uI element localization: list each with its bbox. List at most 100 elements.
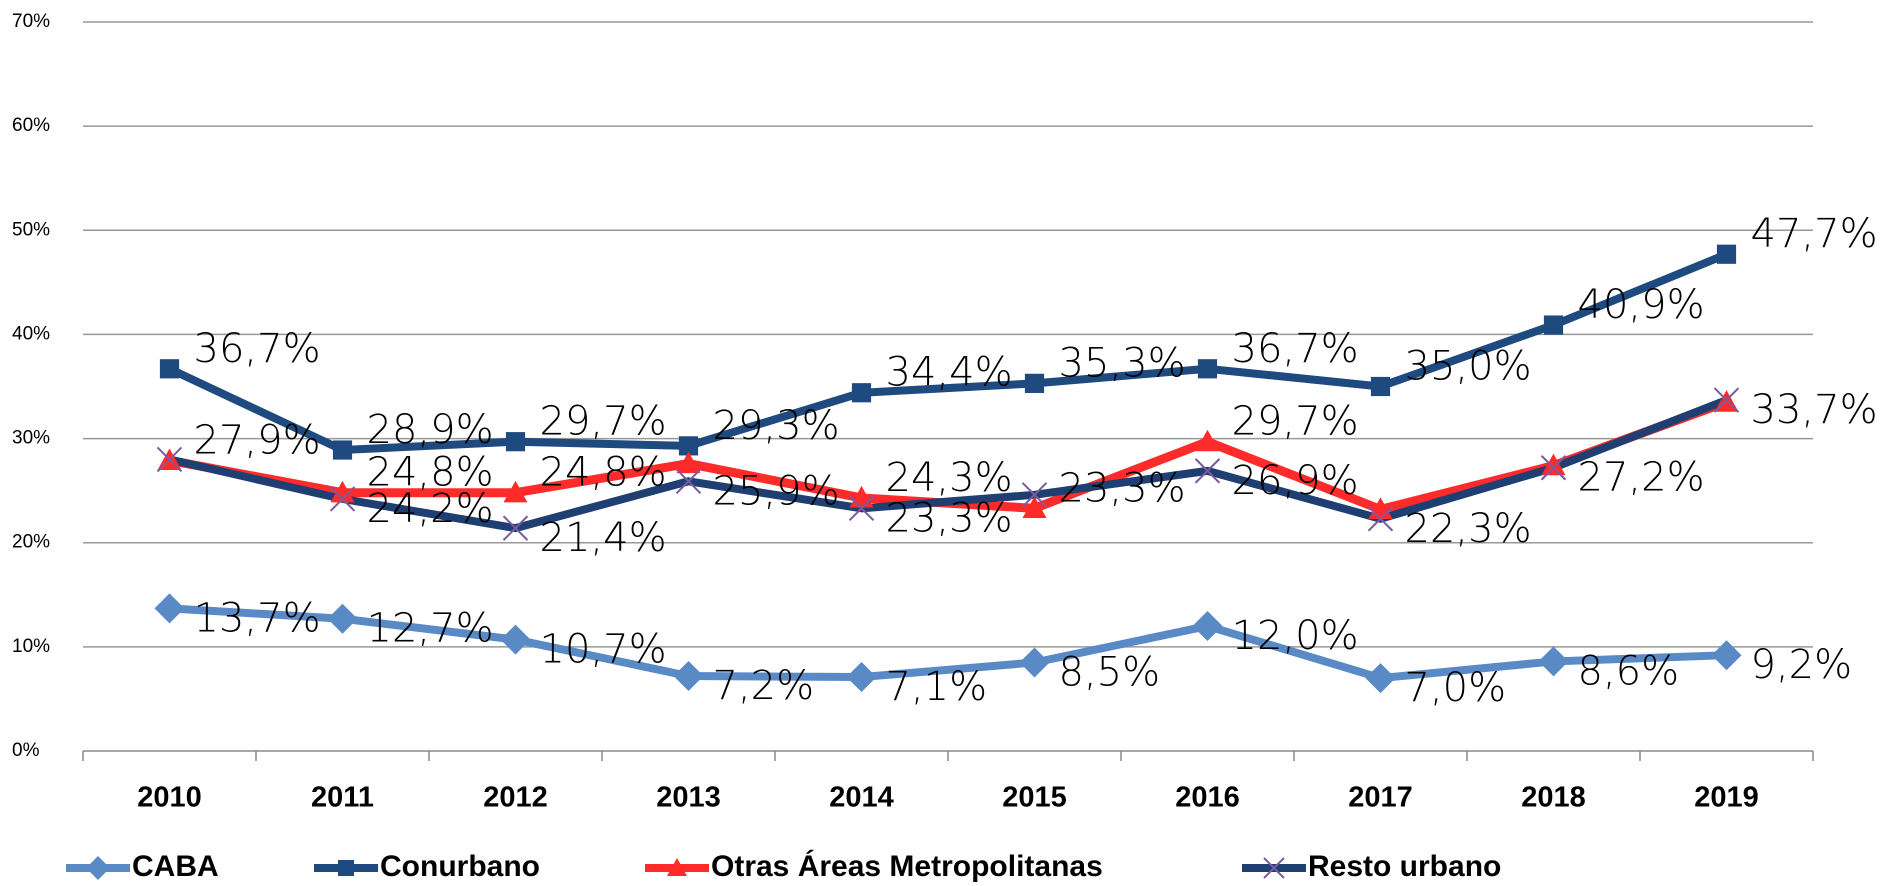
x-tick-label: 2013 bbox=[656, 782, 721, 814]
marker-x bbox=[1540, 455, 1567, 481]
marker-square bbox=[1370, 376, 1391, 397]
marker-x bbox=[848, 495, 875, 522]
marker-diamond bbox=[1365, 663, 1396, 694]
y-tick-label: 20% bbox=[12, 532, 50, 553]
marker-diamond bbox=[1192, 611, 1223, 642]
legend-label: CABA bbox=[132, 850, 219, 883]
data-label: 24,8% bbox=[540, 450, 667, 496]
y-tick-label: 50% bbox=[12, 219, 50, 240]
marker-triangle bbox=[676, 451, 701, 474]
legend-label: Otras Áreas Metropolitanas bbox=[711, 849, 1103, 883]
marker-triangle bbox=[1195, 429, 1220, 452]
marker-square bbox=[851, 383, 872, 403]
data-label: 10,7% bbox=[540, 627, 667, 673]
marker-diamond bbox=[1538, 646, 1569, 677]
marker-x bbox=[1367, 506, 1394, 532]
x-tick-label: 2011 bbox=[311, 782, 374, 814]
data-label: 27,9% bbox=[194, 417, 321, 463]
marker-diamond bbox=[673, 661, 704, 692]
data-label: 9,2% bbox=[1751, 642, 1853, 688]
data-label: 47,7% bbox=[1751, 211, 1878, 257]
x-tick-label: 2015 bbox=[1002, 782, 1067, 814]
data-label: 27,2% bbox=[1578, 455, 1705, 501]
x-tick-label: 2010 bbox=[137, 782, 202, 814]
data-label: 7,2% bbox=[713, 663, 815, 709]
marker-x bbox=[1194, 458, 1221, 484]
x-tick-label: 2012 bbox=[483, 782, 548, 814]
x-tick-label: 2018 bbox=[1521, 782, 1586, 814]
marker-diamond bbox=[1019, 647, 1050, 678]
series-line bbox=[167, 250, 1729, 455]
data-label: 34,4% bbox=[886, 350, 1013, 396]
data-label: 35,0% bbox=[1405, 344, 1532, 390]
data-label: 12,7% bbox=[367, 606, 494, 652]
y-tick-label: 0% bbox=[12, 740, 40, 761]
marker-square bbox=[338, 860, 354, 876]
data-label: 23,3% bbox=[1059, 465, 1186, 511]
data-label: 40,9% bbox=[1578, 282, 1705, 328]
data-label: 7,1% bbox=[886, 664, 988, 710]
marker-triangle bbox=[330, 480, 355, 503]
data-label: 8,6% bbox=[1578, 648, 1680, 694]
marker-x bbox=[675, 468, 702, 494]
marker-x bbox=[1713, 387, 1740, 413]
marker-x bbox=[156, 446, 183, 473]
data-label: 29,7% bbox=[540, 399, 667, 445]
marker-diamond bbox=[846, 662, 877, 693]
data-label: 28,9% bbox=[367, 407, 494, 453]
legend-label: Resto urbano bbox=[1308, 850, 1501, 883]
y-tick-label: 10% bbox=[12, 636, 50, 657]
marker-triangle bbox=[1022, 496, 1047, 518]
marker-diamond bbox=[500, 624, 531, 655]
data-label: 8,5% bbox=[1059, 649, 1161, 695]
data-label: 33,7% bbox=[1751, 387, 1878, 433]
y-tick-label: 60% bbox=[12, 115, 50, 136]
marker-square bbox=[1197, 359, 1218, 379]
data-label: 24,3% bbox=[886, 455, 1013, 501]
marker-triangle bbox=[1541, 453, 1566, 476]
data-label: 24,2% bbox=[367, 486, 494, 532]
marker-square bbox=[332, 440, 353, 460]
data-label: 22,3% bbox=[1405, 506, 1532, 552]
legend-label: Conurbano bbox=[380, 850, 540, 883]
data-label: 23,3% bbox=[886, 495, 1013, 541]
data-label: 26,9% bbox=[1232, 458, 1359, 504]
data-label: 29,7% bbox=[1232, 399, 1359, 445]
data-label: 24,8% bbox=[367, 450, 494, 496]
series-line bbox=[168, 396, 1728, 533]
series-line bbox=[169, 604, 1727, 683]
marker-x bbox=[329, 486, 356, 512]
marker-square bbox=[505, 432, 526, 452]
marker-x bbox=[1263, 857, 1285, 879]
marker-diamond bbox=[154, 593, 185, 624]
data-label: 36,7% bbox=[1232, 326, 1359, 372]
marker-triangle bbox=[667, 858, 687, 876]
marker-square bbox=[678, 436, 699, 456]
data-label: 12,0% bbox=[1232, 613, 1359, 659]
marker-square bbox=[1716, 244, 1737, 264]
marker-x bbox=[502, 515, 529, 541]
marker-x bbox=[1021, 482, 1048, 508]
marker-triangle bbox=[503, 480, 528, 503]
marker-diamond bbox=[86, 856, 110, 880]
data-label: 29,3% bbox=[713, 403, 840, 449]
marker-square bbox=[1543, 315, 1564, 335]
y-tick-label: 40% bbox=[12, 323, 50, 344]
x-tick-label: 2019 bbox=[1694, 782, 1759, 814]
data-label: 35,3% bbox=[1059, 340, 1186, 386]
data-label: 7,0% bbox=[1405, 665, 1507, 711]
marker-diamond bbox=[1711, 640, 1742, 671]
data-label: 13,7% bbox=[194, 595, 321, 641]
y-tick-label: 30% bbox=[12, 428, 50, 449]
x-tick-label: 2016 bbox=[1175, 782, 1240, 814]
marker-square bbox=[159, 359, 180, 379]
x-tick-label: 2017 bbox=[1348, 782, 1413, 814]
marker-square bbox=[1024, 373, 1045, 393]
data-label: 25,9% bbox=[713, 468, 840, 514]
y-tick-label: 70% bbox=[12, 11, 50, 32]
marker-diamond bbox=[327, 603, 358, 634]
x-tick-label: 2014 bbox=[829, 782, 894, 814]
data-label: 21,4% bbox=[540, 515, 667, 561]
data-label: 36,7% bbox=[194, 326, 321, 372]
